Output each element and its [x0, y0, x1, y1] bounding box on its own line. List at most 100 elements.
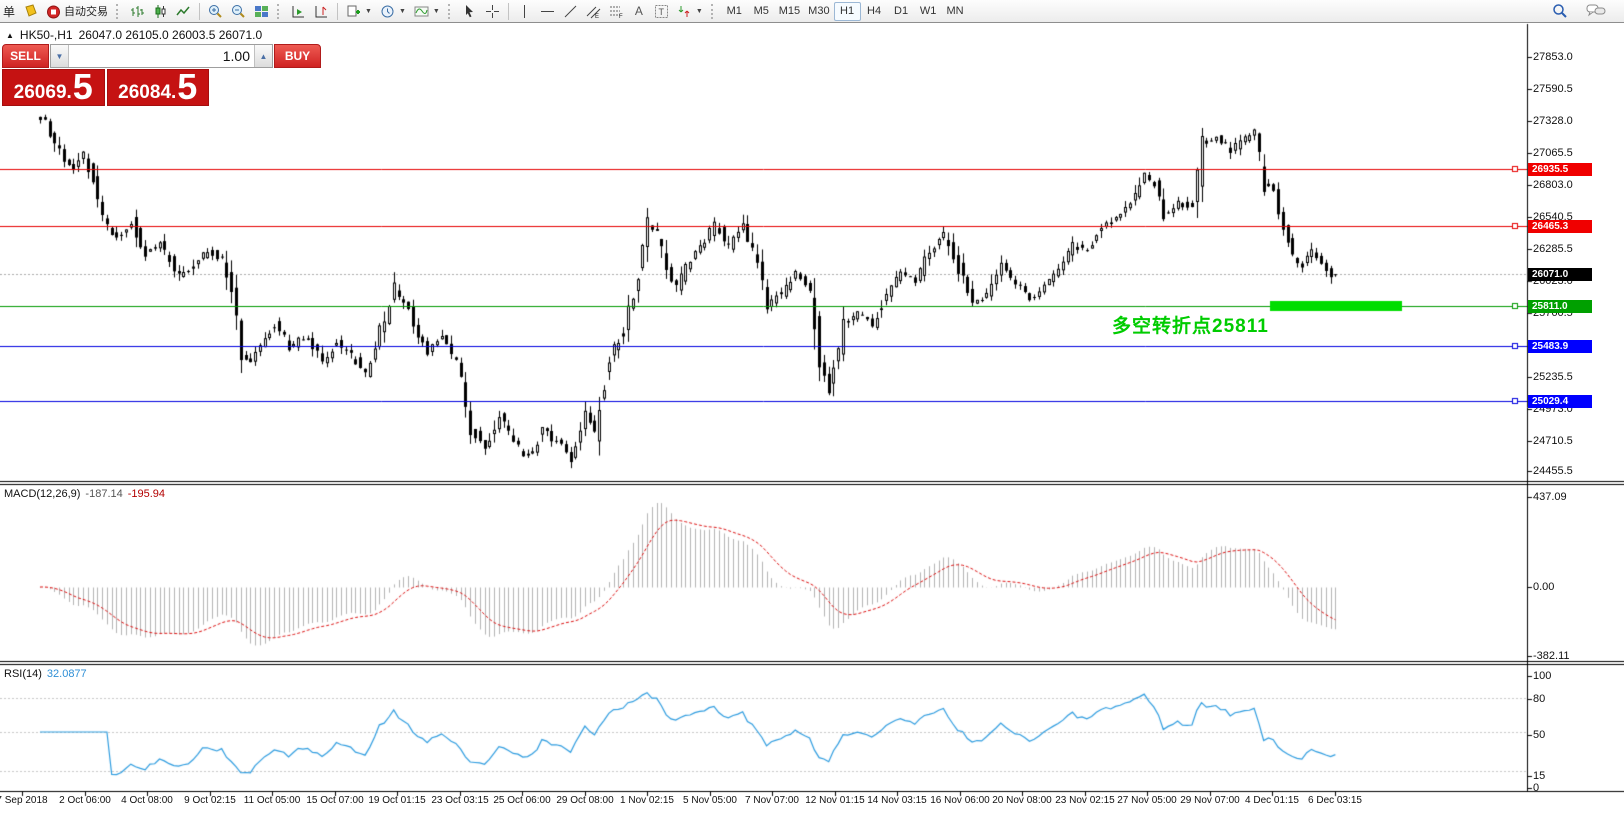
time-tick-label: 6 Dec 03:15 — [1308, 795, 1362, 806]
toolbar-grip — [447, 3, 453, 19]
macd-name: MACD(12,26,9) — [4, 488, 81, 500]
chart-shift-button[interactable] — [310, 1, 333, 21]
arrows-icon — [678, 5, 690, 17]
chart-symbol-title: HK50-,H1 — [19, 28, 73, 42]
fibonacci-button[interactable]: F — [605, 1, 628, 21]
time-tick-label: 27 Nov 05:00 — [1117, 795, 1177, 806]
timeframe-m15-button[interactable]: M15 — [775, 2, 804, 21]
rsi-tick-label: 0 — [1533, 782, 1540, 794]
rsi-pane-label: RSI(14) 32.0877 — [4, 668, 87, 680]
auto-trading-icon — [47, 5, 61, 18]
price-tick-label: 24710.5 — [1533, 435, 1573, 447]
time-tick-label: 16 Nov 06:00 — [930, 795, 990, 806]
text-label-icon: T — [654, 4, 668, 18]
price-tick-label: 25235.5 — [1533, 371, 1573, 383]
auto-trading-label: 自动交易 — [64, 6, 109, 18]
horizontal-line-icon — [540, 10, 554, 12]
volume-stepper: ▼ ▲ — [50, 44, 273, 68]
new-chart-button[interactable]: ▼ — [342, 1, 376, 21]
new-order-button[interactable] — [19, 1, 42, 21]
volume-input[interactable] — [69, 45, 254, 67]
level-price-label: 25811.0 — [1528, 300, 1592, 313]
level-price-label: 25029.4 — [1528, 395, 1592, 408]
time-tick-label: 14 Nov 03:15 — [867, 795, 927, 806]
chat-button[interactable] — [1582, 1, 1610, 21]
rsi-name: RSI(14) — [4, 668, 42, 680]
line-chart-icon — [176, 6, 190, 15]
level-price-label: 26465.3 — [1528, 220, 1592, 233]
candlestick-button[interactable] — [149, 1, 172, 21]
time-tick-label: 2 Oct 06:00 — [59, 795, 111, 806]
text-button[interactable]: A — [628, 1, 650, 21]
macd-value-1: -187.14 — [85, 488, 123, 500]
zoom-out-button[interactable] — [227, 1, 250, 21]
timeframe-m5-button[interactable]: M5 — [748, 2, 775, 21]
auto-scroll-icon — [292, 5, 305, 17]
volume-decrease-button[interactable]: ▼ — [51, 45, 69, 67]
menu-text[interactable]: 单 — [3, 4, 16, 19]
new-order-icon — [25, 3, 37, 17]
timeframe-h1-button[interactable]: H1 — [833, 1, 861, 21]
clock-icon — [381, 5, 394, 17]
svg-text:T: T — [658, 7, 664, 17]
toolbar-separator — [199, 2, 201, 20]
line-chart-button[interactable] — [172, 1, 195, 21]
bar-chart-button[interactable] — [126, 1, 149, 21]
timeframe-m30-button[interactable]: M30 — [804, 2, 833, 21]
time-tick-label: 7 Sep 2018 — [0, 795, 48, 806]
level-price-label: 25483.9 — [1528, 340, 1592, 353]
bar-chart-icon — [131, 5, 145, 17]
timeframe-w1-button[interactable]: W1 — [915, 2, 942, 21]
zoom-out-icon — [232, 4, 245, 18]
text-label-button[interactable]: T — [650, 1, 673, 21]
crosshair-button[interactable] — [481, 1, 504, 21]
timeframe-h4-button[interactable]: H4 — [861, 2, 888, 21]
cursor-button[interactable] — [458, 1, 481, 21]
tile-windows-button[interactable] — [250, 1, 273, 21]
buy-button[interactable]: BUY — [274, 44, 321, 68]
price-tick-label: 24455.5 — [1533, 465, 1573, 477]
time-tick-label: 4 Dec 01:15 — [1245, 795, 1299, 806]
time-tick-label: 5 Nov 05:00 — [683, 795, 737, 806]
horizontal-line-button[interactable] — [536, 1, 559, 21]
timeframe-m1-button[interactable]: M1 — [721, 2, 748, 21]
chart-annotation-text: 多空转折点25811 — [1112, 316, 1269, 337]
sell-price-box[interactable]: 26069. 5 — [2, 69, 105, 106]
zoom-in-button[interactable] — [204, 1, 227, 21]
buy-price-box[interactable]: 26084. 5 — [106, 66, 209, 108]
trendline-button[interactable] — [559, 1, 582, 21]
timeframe-d1-button[interactable]: D1 — [888, 2, 915, 21]
time-tick-label: 29 Nov 07:00 — [1180, 795, 1240, 806]
arrows-button[interactable]: ▼ — [673, 1, 707, 21]
price-tick-label: 27590.5 — [1533, 83, 1573, 95]
svg-text:E: E — [595, 14, 599, 19]
timeframe-mn-button[interactable]: MN — [942, 2, 969, 21]
equidistant-channel-button[interactable]: E — [582, 1, 605, 21]
fibonacci-icon: F — [609, 6, 623, 19]
macd-tick-label: -382.11 — [1533, 650, 1570, 662]
time-tick-label: 12 Nov 01:15 — [805, 795, 865, 806]
timeframes-clock-button[interactable]: ▼ — [376, 1, 410, 21]
rsi-tick-label: 50 — [1533, 729, 1546, 741]
buy-price-big-digit: 5 — [177, 66, 198, 108]
time-tick-label: 20 Nov 08:00 — [992, 795, 1052, 806]
collapse-panel-icon[interactable]: ▲ — [6, 30, 14, 40]
sell-button[interactable]: SELL — [2, 44, 49, 68]
volume-increase-button[interactable]: ▲ — [254, 45, 272, 67]
chevron-down-icon: ▼ — [432, 7, 440, 15]
time-tick-label: 11 Oct 05:00 — [243, 795, 301, 806]
vertical-line-button[interactable] — [513, 1, 536, 21]
search-button[interactable] — [1548, 1, 1572, 21]
chart-ohlc-values: 26047.0 26105.0 26003.5 26071.0 — [78, 28, 263, 42]
auto-trading-button[interactable]: 自动交易 — [42, 1, 112, 21]
one-click-trading-panel: SELL ▼ ▲ BUY 26069. 5 26084. 5 — [2, 44, 321, 108]
sell-price-main: 26069. — [13, 82, 72, 103]
auto-scroll-button[interactable] — [287, 1, 310, 21]
text-icon: A — [634, 4, 643, 18]
rsi-tick-label: 15 — [1533, 770, 1546, 782]
zoom-in-icon — [209, 4, 222, 18]
toolbar-grip — [116, 3, 121, 19]
indicators-button[interactable]: ▼ — [410, 1, 444, 21]
indicators-icon — [414, 6, 429, 16]
